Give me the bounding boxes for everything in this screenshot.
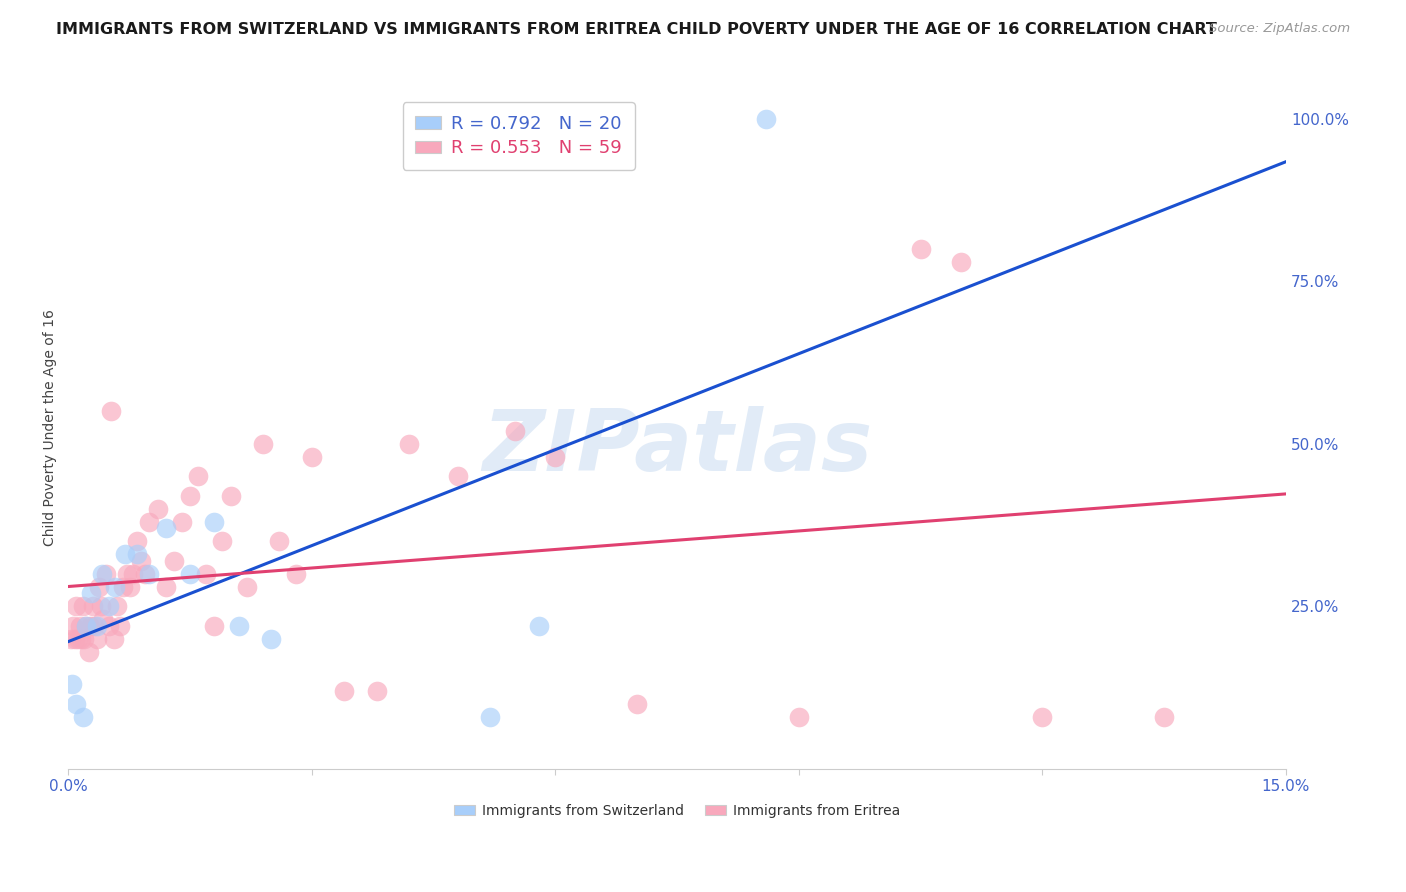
Point (950, 254, 973, 268)
Point (333, 683, 356, 698)
Point (146, 501, 169, 516)
Point (195, 566, 218, 581)
Point (527, 618, 550, 632)
Point (73, 632, 96, 646)
Point (503, 424, 526, 438)
Point (626, 697, 648, 711)
Point (284, 566, 307, 581)
Point (115, 566, 138, 581)
Point (86, 618, 108, 632)
Point (70, 632, 93, 646)
Point (72, 709, 94, 723)
Legend: Immigrants from Switzerland, Immigrants from Eritrea: Immigrants from Switzerland, Immigrants … (449, 798, 905, 823)
Point (103, 632, 125, 646)
Point (219, 489, 242, 503)
Point (118, 580, 141, 594)
Point (69, 618, 91, 632)
Point (80, 586, 103, 600)
Point (787, 709, 810, 723)
Point (155, 521, 177, 535)
Point (60, 632, 83, 646)
Point (179, 566, 201, 581)
Point (202, 515, 225, 529)
Point (104, 580, 127, 594)
Point (138, 515, 160, 529)
Point (179, 489, 201, 503)
Point (129, 554, 152, 568)
Text: IMMIGRANTS FROM SWITZERLAND VS IMMIGRANTS FROM ERITREA CHILD POVERTY UNDER THE A: IMMIGRANTS FROM SWITZERLAND VS IMMIGRANT… (56, 22, 1218, 37)
Point (155, 580, 177, 594)
Point (108, 618, 131, 632)
Point (79, 618, 101, 632)
Point (202, 618, 225, 632)
Point (211, 534, 233, 549)
Point (479, 709, 502, 723)
Point (87, 580, 110, 594)
Point (187, 469, 209, 483)
Point (62, 618, 84, 632)
Point (236, 580, 259, 594)
Y-axis label: Child Poverty Under the Age of 16: Child Poverty Under the Age of 16 (44, 309, 58, 546)
Point (72, 599, 94, 614)
Point (77, 645, 100, 659)
Point (114, 547, 136, 561)
Point (269, 534, 291, 549)
Point (447, 469, 470, 483)
Point (91, 612, 114, 626)
Point (91, 566, 114, 581)
Text: ZIPatlas: ZIPatlas (482, 407, 872, 490)
Point (127, 534, 149, 549)
Point (301, 450, 323, 464)
Point (112, 580, 135, 594)
Point (65, 599, 87, 614)
Point (83, 618, 105, 632)
Point (260, 632, 283, 646)
Point (122, 566, 145, 581)
Point (252, 436, 274, 450)
Point (138, 566, 160, 581)
Point (75, 618, 97, 632)
Point (134, 566, 156, 581)
Point (100, 404, 122, 418)
Point (544, 450, 567, 464)
Point (398, 436, 420, 450)
Point (366, 683, 388, 698)
Point (90, 599, 112, 614)
Point (65, 697, 87, 711)
Point (60, 677, 83, 691)
Point (910, 242, 932, 256)
Point (97, 599, 120, 614)
Point (228, 618, 250, 632)
Point (82, 599, 104, 614)
Point (105, 599, 128, 614)
Text: Source: ZipAtlas.com: Source: ZipAtlas.com (1209, 22, 1350, 36)
Point (755, 112, 778, 126)
Point (63, 632, 86, 646)
Point (1031, 709, 1053, 723)
Point (170, 515, 193, 529)
Point (86, 632, 108, 646)
Point (94, 566, 117, 581)
Point (75, 618, 97, 632)
Point (127, 547, 149, 561)
Point (163, 554, 186, 568)
Point (66, 632, 89, 646)
Point (1153, 709, 1175, 723)
Point (97, 618, 120, 632)
